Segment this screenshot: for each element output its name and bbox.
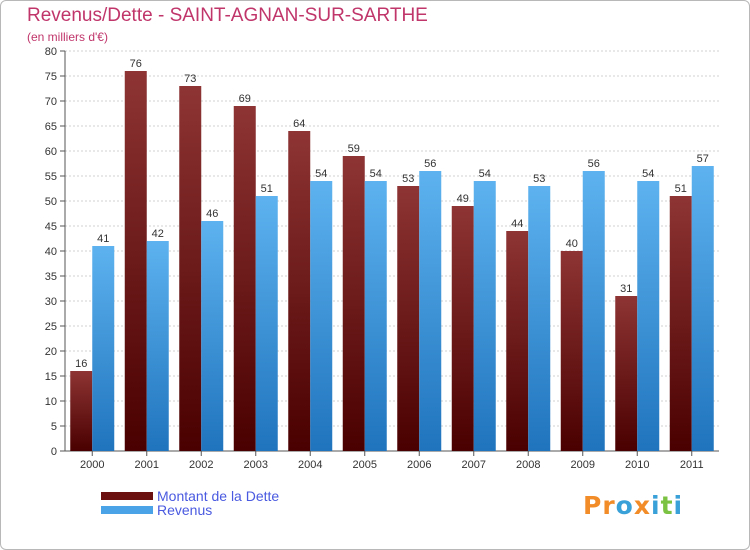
chart-subtitle: (en milliers d'€) <box>27 30 108 44</box>
axes: 0 5 10 15 20 25 30 35 40 45 50 55 60 65 70 75 80 2000 2001… <box>45 46 719 471</box>
bar-revenus <box>146 241 169 451</box>
data-label-dette: 49 <box>457 193 469 205</box>
y-tick-label: 50 <box>45 196 57 208</box>
logo-letter: t <box>660 491 674 520</box>
data-label-revenus: 42 <box>152 228 164 240</box>
data-label-revenus: 56 <box>424 158 436 170</box>
bar-dette <box>506 231 529 451</box>
data-label-dette: 76 <box>130 58 142 70</box>
bar-dette <box>397 186 420 451</box>
y-tick-label: 55 <box>45 171 57 183</box>
x-tick-label: 2003 <box>244 459 268 471</box>
y-tick-label: 25 <box>45 321 57 333</box>
legend-swatch-dette <box>101 492 153 500</box>
data-label-revenus: 51 <box>261 183 273 195</box>
y-tick-label: 5 <box>51 421 57 433</box>
y-tick-label: 35 <box>45 271 57 283</box>
data-label-dette: 40 <box>566 238 578 250</box>
bar-revenus <box>691 166 714 451</box>
bars <box>70 71 714 451</box>
data-label-revenus: 53 <box>533 173 545 185</box>
data-label-revenus: 41 <box>97 233 109 245</box>
grid-lines <box>65 50 719 427</box>
bar-revenus <box>528 186 551 451</box>
legend-label-revenus: Revenus <box>157 502 213 518</box>
proxiti-logo: Proxiti <box>583 491 683 520</box>
bar-revenus <box>255 196 278 451</box>
data-label-revenus: 54 <box>479 168 491 180</box>
bar-revenus <box>419 171 442 451</box>
x-tick-label: 2005 <box>353 459 377 471</box>
bar-revenus <box>201 221 224 451</box>
bar-dette <box>342 156 365 451</box>
y-tick-label: 30 <box>45 296 57 308</box>
chart-title: Revenus/Dette - SAINT-AGNAN-SUR-SARTHE <box>27 5 428 26</box>
bar-revenus <box>364 181 387 451</box>
logo-letter: x <box>633 491 651 520</box>
logo-letter: P <box>583 491 603 520</box>
x-tick-label: 2008 <box>516 459 540 471</box>
bar-dette <box>124 71 147 451</box>
y-tick-label: 10 <box>45 396 57 408</box>
x-tick-label: 2001 <box>135 459 159 471</box>
legend-swatch-revenus <box>101 506 153 514</box>
y-tick-label: 65 <box>45 121 57 133</box>
x-tick-label: 2004 <box>298 459 322 471</box>
bar-dette <box>288 131 311 451</box>
x-tick-label: 2011 <box>680 459 704 471</box>
data-label-revenus: 56 <box>588 158 600 170</box>
data-label-revenus: 57 <box>697 153 709 165</box>
data-label-revenus: 54 <box>642 168 654 180</box>
logo-letter: i <box>673 491 684 520</box>
bar-revenus <box>473 181 496 451</box>
bar-dette <box>451 206 474 451</box>
data-label-dette: 69 <box>239 93 251 105</box>
bar-dette <box>615 296 638 451</box>
bar-revenus <box>92 246 115 451</box>
y-tick-label: 80 <box>45 46 57 58</box>
x-tick-label: 2009 <box>571 459 595 471</box>
legend-label-dette: Montant de la Dette <box>157 488 280 504</box>
bar-dette <box>70 371 93 451</box>
data-label-dette: 51 <box>675 183 687 195</box>
y-tick-label: 60 <box>45 146 57 158</box>
data-label-dette: 73 <box>184 73 196 85</box>
x-tick-label: 2002 <box>189 459 213 471</box>
x-tick-label: 2006 <box>407 459 431 471</box>
data-label-dette: 44 <box>511 218 523 230</box>
data-label-revenus: 46 <box>206 208 218 220</box>
y-tick-label: 15 <box>45 371 57 383</box>
y-tick-label: 0 <box>51 446 57 458</box>
y-tick-label: 45 <box>45 221 57 233</box>
logo-letter: i <box>651 491 661 520</box>
bar-revenus <box>582 171 605 451</box>
logo-letter: r <box>602 491 616 520</box>
bar-dette <box>179 86 202 451</box>
bar-dette <box>669 196 692 451</box>
y-tick-label: 40 <box>45 246 57 258</box>
data-label-dette: 59 <box>348 143 360 155</box>
bar-revenus <box>637 181 660 451</box>
x-tick-label: 2000 <box>80 459 104 471</box>
data-label-dette: 64 <box>293 118 305 130</box>
y-tick-label: 70 <box>45 96 57 108</box>
bar-dette <box>233 106 256 451</box>
x-tick-label: 2007 <box>462 459 486 471</box>
data-label-dette: 31 <box>620 283 632 295</box>
bar-revenus <box>310 181 333 451</box>
data-label-dette: 16 <box>75 358 87 370</box>
y-tick-label: 20 <box>45 346 57 358</box>
data-labels: 16 41 76 42 73 46 69 51 64 54 59 54 53 56 49 54 44 53 40 56… <box>75 58 709 370</box>
x-tick-label: 2010 <box>625 459 649 471</box>
logo-letter: o <box>615 491 634 520</box>
data-label-dette: 53 <box>402 173 414 185</box>
y-tick-label: 75 <box>45 71 57 83</box>
data-label-revenus: 54 <box>315 168 327 180</box>
bar-dette <box>560 251 583 451</box>
data-label-revenus: 54 <box>370 168 382 180</box>
